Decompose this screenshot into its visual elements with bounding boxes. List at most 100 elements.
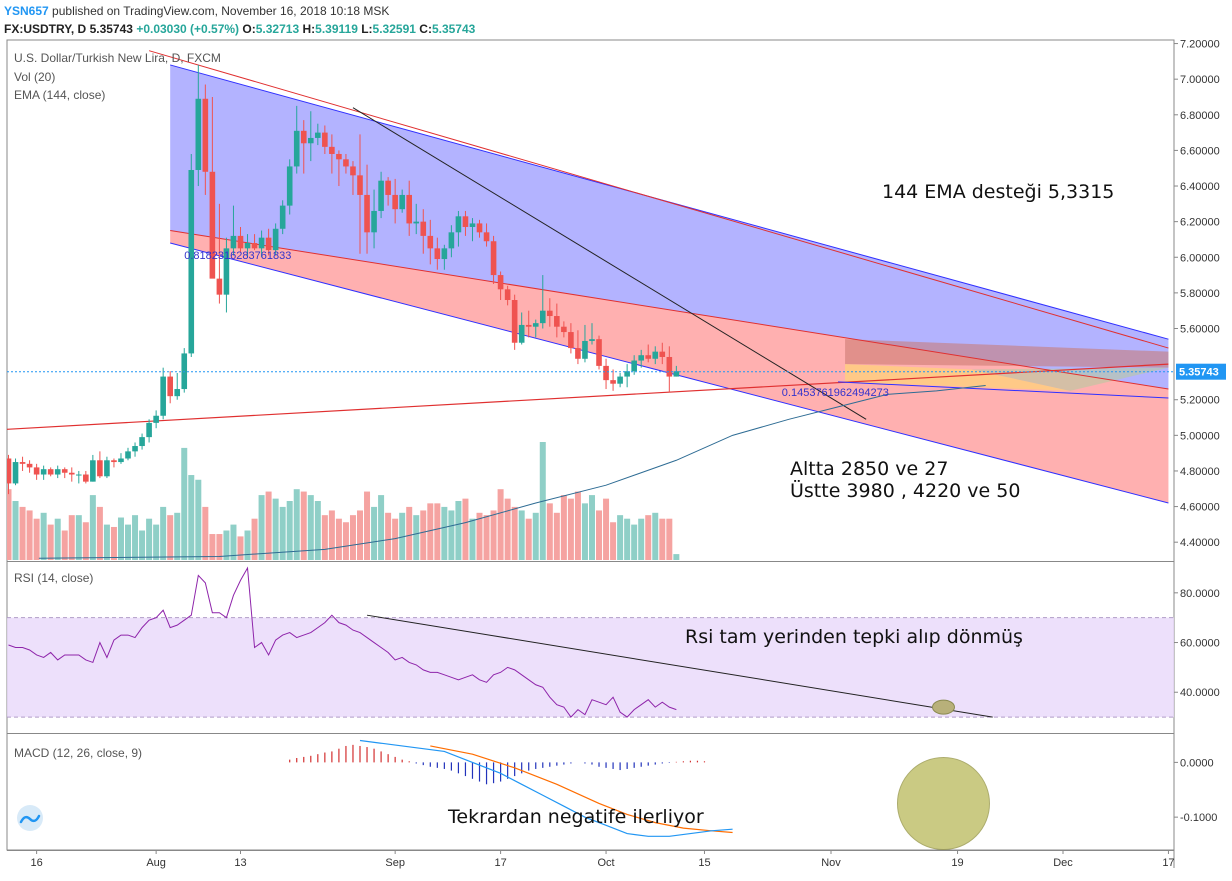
volume-bar xyxy=(244,530,251,560)
candle-body xyxy=(497,275,504,290)
volume-bar xyxy=(117,517,124,560)
price-tick-label: 6.80000 xyxy=(1180,110,1220,122)
candle-body xyxy=(315,132,321,138)
channel-mid-line[interactable] xyxy=(170,230,1169,390)
volume-bar xyxy=(202,506,209,560)
rsi-trend-line[interactable] xyxy=(366,614,993,718)
candle-body xyxy=(19,462,26,464)
candle-body xyxy=(441,248,448,260)
rsi-tick-label: 60.0000 xyxy=(1180,638,1220,650)
volume-bar xyxy=(406,506,413,560)
main-pane[interactable]: 0.8182316283761833 0.1453761962494273 xyxy=(0,50,1174,560)
volume-bar xyxy=(560,495,567,560)
macd-axis: 0.0000 -0.1000 xyxy=(1174,757,1217,824)
volume-bar xyxy=(420,510,427,560)
candle-body xyxy=(666,356,673,377)
close-label: C: xyxy=(419,22,432,36)
volume-bar xyxy=(610,522,617,560)
candle-body xyxy=(399,194,405,210)
time-tick-label: 17 xyxy=(494,857,506,869)
logo-wave-icon xyxy=(19,814,41,824)
macd-highlight-circle[interactable] xyxy=(896,756,990,850)
candle-body xyxy=(378,180,384,211)
ema-legend[interactable]: EMA (144, close) xyxy=(14,88,105,102)
volume-bar xyxy=(504,498,511,560)
publisher-username[interactable]: YSN657 xyxy=(4,4,49,18)
candle-body xyxy=(54,469,61,475)
time-tick-label: Oct xyxy=(597,857,614,869)
candle-body xyxy=(286,166,293,206)
volume-bar xyxy=(89,495,96,560)
volume-bar xyxy=(286,501,293,560)
high-value: 5.39119 xyxy=(315,22,358,36)
volume-bar xyxy=(497,489,504,560)
red-rising-support-line[interactable] xyxy=(0,363,1169,430)
candle-body xyxy=(343,159,349,167)
volume-bar xyxy=(110,526,117,560)
volume-bar xyxy=(525,518,532,560)
volume-bar xyxy=(237,536,244,560)
red-resistance-line[interactable] xyxy=(148,50,1169,349)
rsi-highlight-ellipse[interactable] xyxy=(931,699,955,715)
ema-144-line xyxy=(38,384,986,559)
low-label: L: xyxy=(361,22,373,36)
volume-bar xyxy=(300,491,307,560)
candle-body xyxy=(223,248,230,295)
rsi-legend[interactable]: RSI (14, close) xyxy=(14,571,93,585)
candle-body xyxy=(68,472,75,475)
candle-body xyxy=(125,451,131,459)
volume-bar xyxy=(532,512,539,560)
candle-body xyxy=(476,223,483,233)
symbol-label[interactable]: FX:USDTRY, D xyxy=(4,22,87,36)
volume-bar xyxy=(19,506,26,560)
candle-body xyxy=(336,153,342,160)
main-legend[interactable]: U.S. Dollar/Turkish New Lira, D, FXCM xyxy=(14,51,221,65)
volume-bar xyxy=(82,522,89,560)
macd-legend[interactable]: MACD (12, 26, close, 9) xyxy=(14,746,142,760)
candle-body xyxy=(237,235,244,249)
price-axis[interactable]: 7.20000 7.00000 6.80000 6.60000 6.40000 6.200… xyxy=(1174,39,1220,550)
time-axis[interactable]: 16 Aug 13 Sep 17 Oct 15 Nov 19 Dec 17 xyxy=(30,850,1175,869)
volume-bar xyxy=(652,512,659,560)
candle-body xyxy=(33,467,40,475)
volume-bar xyxy=(518,510,525,560)
volume-bar xyxy=(357,510,363,560)
macd-pane[interactable] xyxy=(289,739,990,850)
rsi-pane[interactable] xyxy=(7,566,1174,718)
volume-bar xyxy=(617,515,624,560)
blue-wedge-line[interactable] xyxy=(838,381,1169,399)
candle-body xyxy=(265,237,272,251)
candle-body xyxy=(97,460,103,477)
candle-body xyxy=(293,130,300,167)
candle-body xyxy=(525,324,532,327)
volume-bar xyxy=(174,512,181,560)
volume-bar xyxy=(448,510,455,560)
rsi-note: Rsi tam yerinden tepki alıp dönmüş xyxy=(685,626,1023,648)
candle-body xyxy=(469,223,476,227)
tradingview-logo[interactable] xyxy=(17,805,43,831)
volume-bar xyxy=(434,503,441,560)
candle-body xyxy=(244,243,251,249)
symbol-quote-line: FX:USDTRY, D 5.35743 +0.03030 (+0.57%) O… xyxy=(4,20,475,38)
candle-body xyxy=(202,98,209,172)
volume-legend[interactable]: Vol (20) xyxy=(14,70,55,84)
wedge-zone xyxy=(971,367,1169,391)
candle-body xyxy=(575,348,581,359)
candle-body xyxy=(532,323,539,327)
price-tick-label: 5.20000 xyxy=(1180,395,1220,407)
volume-bar xyxy=(181,447,188,560)
volume-bar xyxy=(455,501,462,560)
last-price-tag: 5.35743 xyxy=(1176,363,1226,380)
fib-top-label: 0.8182316283761833 xyxy=(184,250,291,262)
candle-body xyxy=(448,232,455,249)
price-tick-label: 5.00000 xyxy=(1180,430,1220,442)
candle-body xyxy=(307,137,314,144)
candle-body xyxy=(490,241,497,276)
volume-bar xyxy=(12,501,19,560)
time-tick-label: 16 xyxy=(30,857,42,869)
volume-bar xyxy=(279,506,286,560)
volume-bar xyxy=(188,475,195,560)
black-trend-line[interactable] xyxy=(352,107,867,420)
macd-line xyxy=(359,739,733,837)
